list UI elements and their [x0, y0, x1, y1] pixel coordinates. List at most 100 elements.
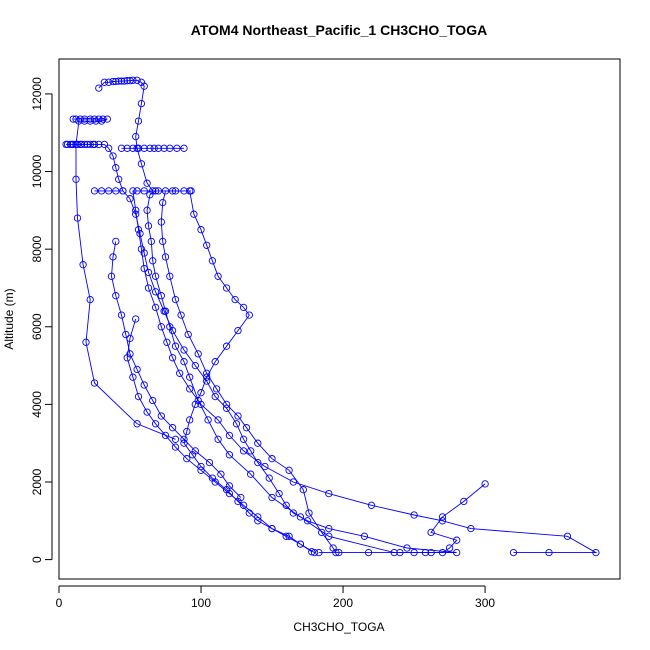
data-point — [171, 435, 180, 443]
data-point — [180, 435, 188, 443]
series-line — [160, 190, 337, 553]
data-point — [100, 78, 109, 86]
data-point — [72, 175, 80, 183]
data-point — [225, 431, 234, 440]
x-tick-label: 200 — [333, 596, 353, 610]
data-point — [140, 144, 148, 152]
x-tick-label: 100 — [191, 596, 211, 610]
data-point — [126, 195, 134, 203]
data-point — [126, 77, 134, 85]
data-point — [157, 292, 165, 300]
data-point — [134, 392, 143, 401]
data-point — [73, 214, 82, 222]
data-point — [254, 458, 262, 467]
data-point — [268, 524, 276, 533]
y-tick-label: 0 — [30, 556, 44, 563]
data-point — [79, 261, 87, 269]
data-point — [137, 245, 146, 253]
data-point — [592, 548, 600, 557]
series-9 — [180, 187, 316, 556]
data-point — [159, 237, 167, 246]
data-point — [112, 164, 120, 172]
data-point — [268, 455, 276, 463]
data-point — [509, 548, 518, 557]
data-point — [186, 373, 194, 381]
data-point — [239, 447, 248, 455]
data-point — [225, 489, 234, 498]
data-point — [157, 218, 165, 226]
data-point — [467, 524, 475, 533]
data-point — [86, 140, 94, 149]
data-point — [90, 187, 99, 195]
data-point — [173, 144, 181, 152]
data-point — [403, 544, 411, 552]
data-point — [115, 77, 123, 85]
data-point — [132, 315, 140, 323]
series-line — [146, 190, 486, 554]
series-11 — [107, 237, 245, 502]
data-point — [205, 458, 214, 467]
data-point — [129, 187, 137, 195]
data-point — [171, 342, 180, 350]
data-point — [225, 451, 234, 459]
data-point — [129, 144, 137, 152]
data-point — [171, 295, 180, 304]
data-point — [329, 544, 337, 552]
data-point — [275, 489, 283, 498]
data-point — [315, 548, 323, 557]
series-layer — [62, 76, 600, 557]
data-point — [99, 115, 107, 123]
data-point — [325, 524, 333, 533]
data-point — [289, 509, 297, 517]
x-tick-label: 300 — [475, 596, 495, 610]
data-point — [146, 144, 154, 152]
data-point — [109, 77, 117, 86]
data-point — [168, 354, 177, 362]
data-point — [438, 548, 447, 557]
data-point — [186, 187, 194, 195]
data-point — [180, 346, 188, 354]
data-point — [308, 548, 316, 556]
data-point — [140, 381, 148, 389]
data-point — [214, 435, 222, 443]
data-point — [117, 144, 126, 152]
data-point — [222, 284, 231, 292]
data-point — [97, 117, 106, 125]
y-tick-label: 12000 — [30, 77, 44, 111]
y-axis: 0 2000 4000 6000 8000 10000 12000 — [30, 77, 53, 563]
data-point — [282, 532, 290, 540]
data-point — [78, 140, 86, 149]
data-point — [481, 480, 489, 488]
data-point — [134, 144, 143, 152]
data-point — [438, 513, 447, 521]
data-point — [119, 187, 127, 195]
data-point — [247, 470, 255, 478]
data-point — [180, 358, 188, 366]
data-point — [157, 412, 165, 420]
data-point — [176, 369, 184, 377]
data-point — [134, 117, 143, 125]
series-5 — [62, 140, 127, 195]
data-point — [231, 295, 239, 304]
data-point — [86, 295, 94, 304]
data-point — [211, 358, 219, 366]
x-tick-label: 0 — [56, 596, 63, 610]
data-point — [285, 466, 293, 474]
data-point — [161, 431, 170, 440]
data-point — [151, 303, 160, 312]
y-tick-label: 6000 — [30, 313, 44, 340]
data-point — [427, 528, 435, 537]
data-point — [303, 517, 312, 525]
data-point — [183, 427, 191, 436]
data-point — [112, 292, 120, 300]
data-point — [149, 257, 157, 265]
data-point — [242, 424, 251, 432]
data-point — [265, 474, 273, 482]
data-point — [89, 140, 97, 149]
data-point — [296, 513, 305, 521]
data-point — [105, 144, 113, 152]
data-point — [296, 540, 305, 548]
y-tick-label: 2000 — [30, 468, 44, 495]
data-point — [390, 548, 398, 557]
data-point — [305, 509, 313, 517]
